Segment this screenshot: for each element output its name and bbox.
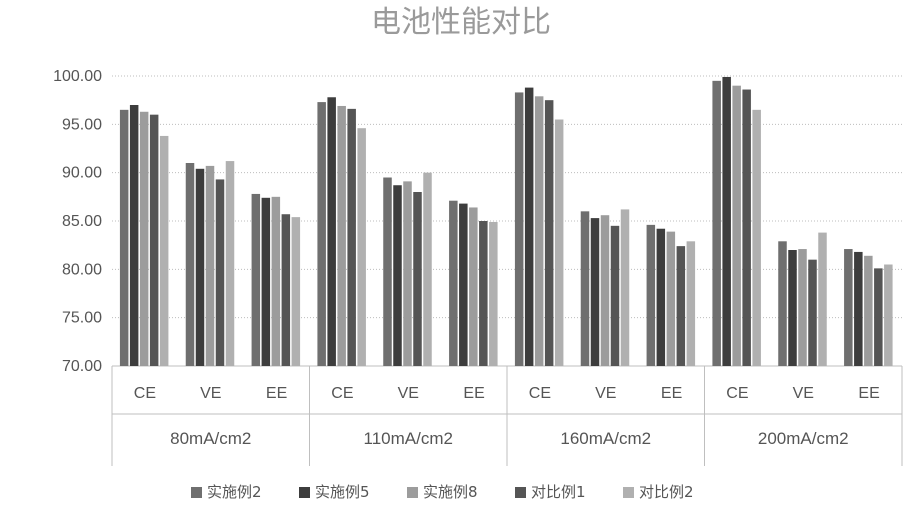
category-label: EE [661, 385, 682, 402]
bar [620, 209, 630, 366]
legend-label: 实施例8 [423, 483, 478, 501]
category-label: CE [529, 385, 551, 402]
bar [778, 241, 787, 366]
bar [610, 225, 620, 366]
group-label: 160mA/cm2 [560, 429, 651, 448]
bar [798, 249, 807, 366]
bar [600, 215, 610, 366]
bar [469, 207, 478, 366]
bar [403, 181, 412, 366]
bar [281, 214, 291, 366]
bar [732, 85, 741, 367]
bar [423, 172, 432, 366]
bar [752, 109, 761, 366]
legend-swatch [515, 487, 526, 498]
bar [646, 224, 656, 366]
legend-label: 对比例2 [639, 483, 694, 501]
bar [225, 161, 235, 366]
bar [884, 264, 893, 366]
bar [291, 217, 301, 366]
legend-label: 实施例5 [315, 483, 370, 501]
legend-swatch [623, 487, 634, 498]
bar [251, 193, 261, 366]
bar [261, 197, 271, 366]
category-label: CE [134, 385, 156, 402]
legend-swatch [299, 487, 310, 498]
legend-swatch [407, 487, 418, 498]
bar [479, 221, 488, 366]
category-label: CE [726, 385, 748, 402]
bar [327, 97, 336, 367]
bar [676, 246, 686, 366]
bar [413, 192, 422, 366]
y-tick-label: 80.00 [62, 261, 102, 278]
bar [129, 105, 139, 366]
bar [864, 255, 873, 366]
y-tick-label: 70.00 [62, 358, 102, 375]
group-label: 80mA/cm2 [170, 429, 251, 448]
y-tick-label: 75.00 [62, 310, 102, 327]
bar [449, 200, 458, 366]
legend-label: 实施例2 [207, 483, 262, 501]
bar [712, 80, 721, 366]
group-label: 110mA/cm2 [364, 429, 453, 448]
group-label: 200mA/cm2 [758, 429, 849, 448]
y-tick-label: 100.00 [53, 68, 102, 85]
legend-label: 对比例1 [531, 483, 586, 501]
category-label: CE [331, 385, 353, 402]
bar [534, 96, 544, 367]
bar [524, 87, 534, 366]
bar [818, 232, 827, 366]
bar [393, 185, 402, 366]
bar [656, 228, 666, 366]
bar [666, 231, 676, 366]
bar [347, 108, 356, 366]
category-label: EE [858, 385, 879, 402]
category-label: VE [793, 385, 814, 402]
bar [722, 76, 731, 366]
bar [854, 251, 863, 366]
bar [185, 163, 195, 366]
bar [159, 135, 169, 366]
bar [337, 105, 346, 366]
category-label: VE [398, 385, 419, 402]
bar [119, 109, 129, 366]
bar [139, 111, 149, 367]
bar [459, 203, 468, 366]
bar [514, 92, 524, 366]
chart-title: 电池性能对比 [371, 5, 551, 40]
category-label: VE [595, 385, 616, 402]
bar [205, 165, 215, 366]
bar [215, 179, 225, 366]
bar [544, 100, 554, 367]
category-label: VE [200, 385, 221, 402]
bar [195, 168, 205, 366]
bar [357, 128, 366, 366]
category-label: EE [266, 385, 287, 402]
bar [489, 221, 498, 366]
bar [742, 89, 751, 367]
bar [271, 196, 281, 366]
bar [788, 250, 797, 366]
bar [590, 218, 600, 366]
y-tick-label: 85.00 [62, 213, 102, 230]
bar [580, 211, 590, 366]
bar [808, 259, 817, 366]
y-tick-label: 90.00 [62, 165, 102, 182]
bar [149, 114, 159, 367]
bar [383, 177, 392, 366]
legend: 实施例2 实施例5 实施例8 对比例1 对比例2 [191, 483, 694, 501]
legend-swatch [191, 487, 202, 498]
y-tick-label: 95.00 [62, 116, 102, 133]
bar [844, 249, 853, 366]
bar [554, 119, 564, 366]
category-label: EE [463, 385, 484, 402]
bar [686, 241, 696, 366]
bar [874, 268, 883, 366]
bar [317, 102, 326, 366]
